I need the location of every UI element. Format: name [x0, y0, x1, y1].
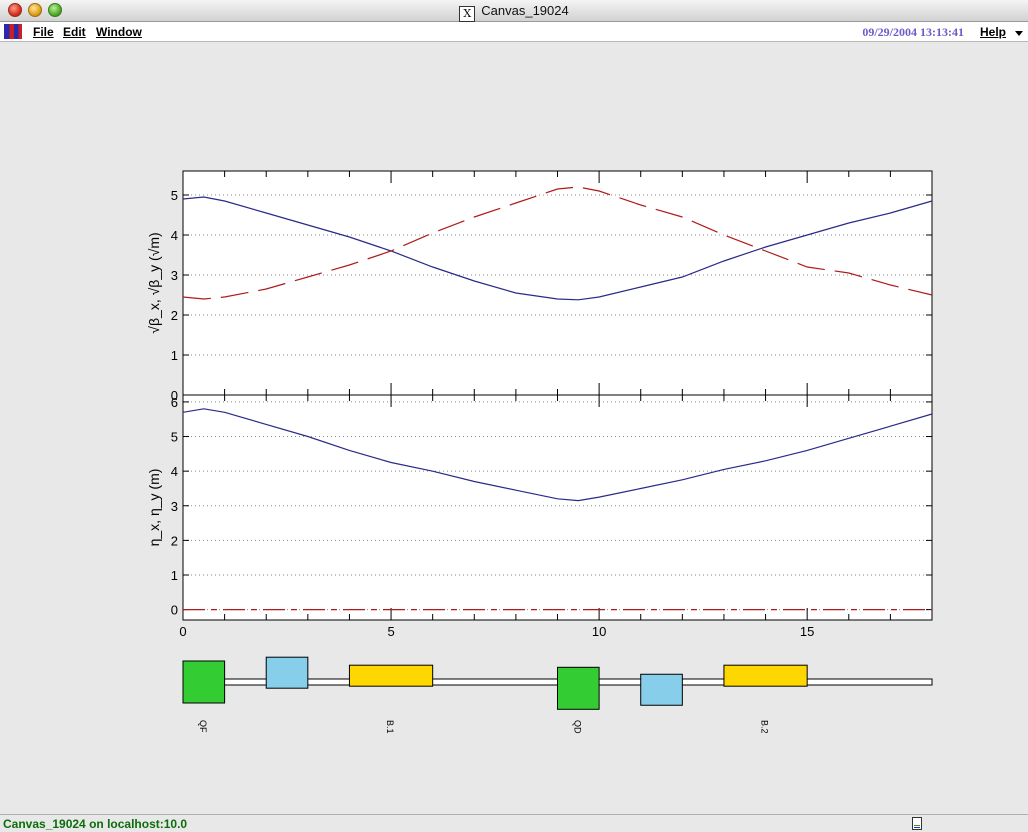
y-tick-label: 3 [171, 268, 178, 283]
plot-frame [182, 394, 933, 621]
window-titlebar[interactable]: X Canvas_19024 [0, 0, 1028, 22]
lattice-element-sext [265, 656, 309, 689]
series-line-1 [182, 196, 933, 301]
y-axis-label: √β_x, √β_y (√m) [146, 232, 162, 333]
lattice-element-bend [723, 664, 808, 687]
minimize-window-button[interactable] [28, 3, 42, 17]
y-tick-label: 0 [171, 388, 178, 403]
y-tick-label: 2 [171, 533, 178, 548]
app-logo-icon [4, 24, 22, 39]
lattice-element-quad [557, 666, 600, 710]
lattice-element-label: B.2 [760, 720, 770, 734]
window-title: X Canvas_19024 [0, 3, 1028, 22]
y-axis-label: η_x, η_y (m) [146, 469, 162, 547]
y-tick-label: 6 [171, 395, 178, 410]
x11-icon: X [459, 6, 476, 22]
y-tick-label: 5 [171, 430, 178, 445]
zoom-window-button[interactable] [48, 3, 62, 17]
lattice-diagram: QF B.1 QD B.2 [182, 656, 933, 734]
x-tick-label: 15 [800, 624, 814, 639]
window-title-text: Canvas_19024 [481, 3, 569, 18]
menubar: File Edit Window 09/29/2004 13:13:41 Hel… [0, 22, 1028, 42]
chevron-down-icon[interactable] [1015, 31, 1023, 36]
menu-help[interactable]: Help [980, 25, 1007, 39]
x-tick-label: 0 [179, 624, 186, 639]
document-icon[interactable] [912, 817, 922, 830]
lattice-element-label: QD [572, 720, 582, 734]
chart-panel-2: 0 1 2 3 4 5 6 0 5 10 15 η_x, η_y (m) [146, 394, 933, 639]
x-tick-label: 5 [387, 624, 394, 639]
series-line-2 [182, 186, 933, 300]
lattice-element-label: QF [198, 720, 208, 733]
menu-file[interactable]: File [33, 25, 54, 39]
menu-window[interactable]: Window [96, 25, 142, 39]
lattice-element-label: B.1 [385, 720, 395, 734]
y-tick-label: 4 [171, 464, 178, 479]
y-tick-label: 4 [171, 228, 178, 243]
lattice-element-quad [182, 660, 226, 704]
lattice-element-sext [640, 673, 683, 706]
y-tick-label: 3 [171, 499, 178, 514]
datetime-readout: 09/29/2004 13:13:41 [862, 25, 964, 39]
status-bar: Canvas_19024 on localhost:10.0 [0, 814, 1028, 832]
x-tick-label: 10 [592, 624, 606, 639]
plot-frame [182, 170, 933, 396]
y-tick-label: 1 [171, 348, 178, 363]
y-tick-label: 5 [171, 188, 178, 203]
menu-edit[interactable]: Edit [63, 25, 86, 39]
series-line-1 [182, 408, 933, 502]
chart-panel-1: 0 1 2 3 4 5 √β_x, √β_y (√m) [146, 170, 933, 403]
y-tick-label: 2 [171, 308, 178, 323]
status-text: Canvas_19024 on localhost:10.0 [3, 817, 188, 831]
y-tick-label: 1 [171, 568, 178, 583]
y-tick-label: 0 [171, 603, 178, 618]
close-window-button[interactable] [8, 3, 22, 17]
lattice-element-bend [348, 664, 434, 687]
